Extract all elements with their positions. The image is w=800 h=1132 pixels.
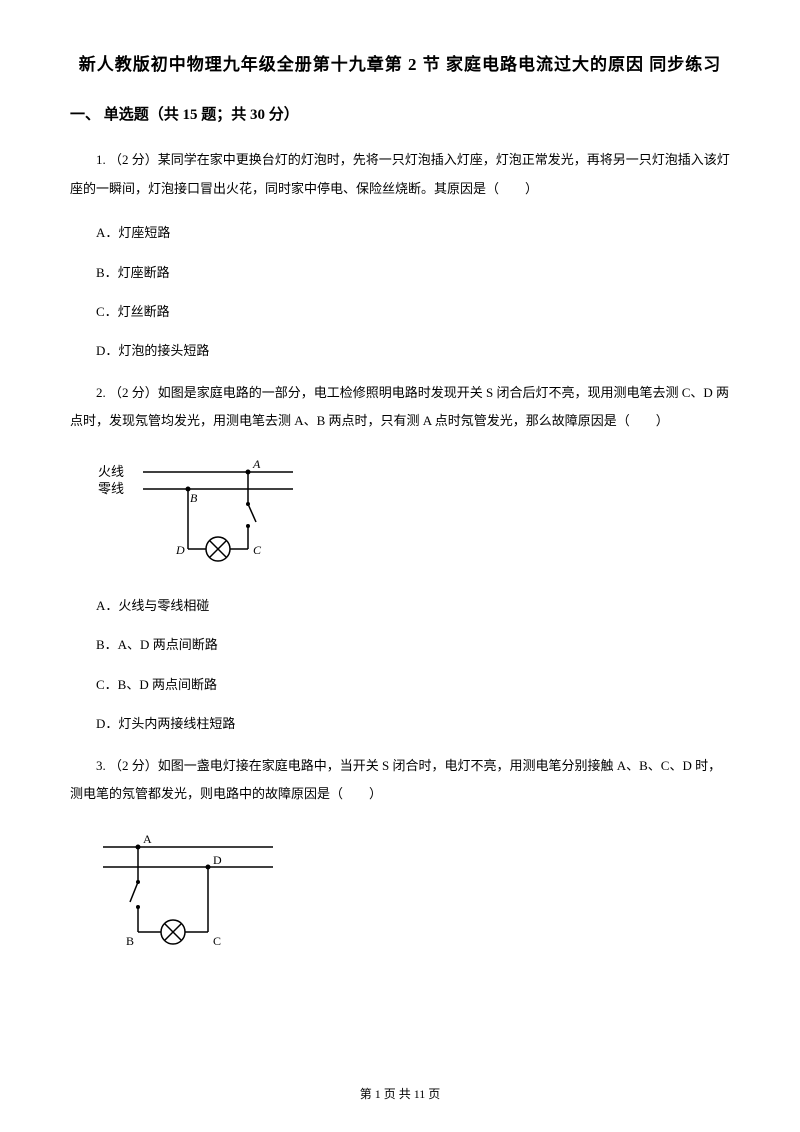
label-b: B — [190, 491, 198, 505]
q2-stem: 2. （2 分）如图是家庭电路的一部分，电工检修照明电路时发现开关 S 闭合后灯… — [70, 379, 730, 436]
page-footer: 第 1 页 共 11 页 — [0, 1085, 800, 1102]
footer-mid: 页 共 — [384, 1087, 411, 1101]
q3-diagram: A D B C — [98, 827, 730, 952]
label-a: A — [252, 457, 261, 471]
q1-option-a: A．灯座短路 — [70, 221, 730, 244]
q2-option-c: C．B、D 两点间断路 — [70, 673, 730, 696]
label-c: C — [253, 543, 262, 557]
page-title: 新人教版初中物理九年级全册第十九章第 2 节 家庭电路电流过大的原因 同步练习 — [70, 50, 730, 75]
q2-diagram: 火线 零线 A B D C — [98, 454, 730, 574]
q1-option-d: D．灯泡的接头短路 — [70, 339, 730, 362]
footer-current: 1 — [375, 1087, 381, 1101]
label-a3: A — [143, 832, 152, 846]
q2-option-b: B．A、D 两点间断路 — [70, 633, 730, 656]
q3-stem: 3. （2 分）如图一盏电灯接在家庭电路中，当开关 S 闭合时，电灯不亮，用测电… — [70, 752, 730, 809]
q1-stem: 1. （2 分）某同学在家中更换台灯的灯泡时，先将一只灯泡插入灯座，灯泡正常发光… — [70, 146, 730, 203]
section-header: 一、 单选题（共 15 题；共 30 分） — [70, 103, 730, 124]
q1-option-b: B．灯座断路 — [70, 261, 730, 284]
q2-option-d: D．灯头内两接线柱短路 — [70, 712, 730, 735]
label-c3: C — [213, 934, 221, 948]
footer-total: 11 — [414, 1087, 426, 1101]
label-d: D — [175, 543, 185, 557]
label-d3: D — [213, 853, 222, 867]
q1-option-c: C．灯丝断路 — [70, 300, 730, 323]
label-neutral: 零线 — [98, 481, 124, 496]
label-fire: 火线 — [98, 464, 124, 479]
footer-suffix: 页 — [428, 1087, 440, 1101]
q2-option-a: A．火线与零线相碰 — [70, 594, 730, 617]
label-b3: B — [126, 934, 134, 948]
footer-prefix: 第 — [360, 1087, 372, 1101]
